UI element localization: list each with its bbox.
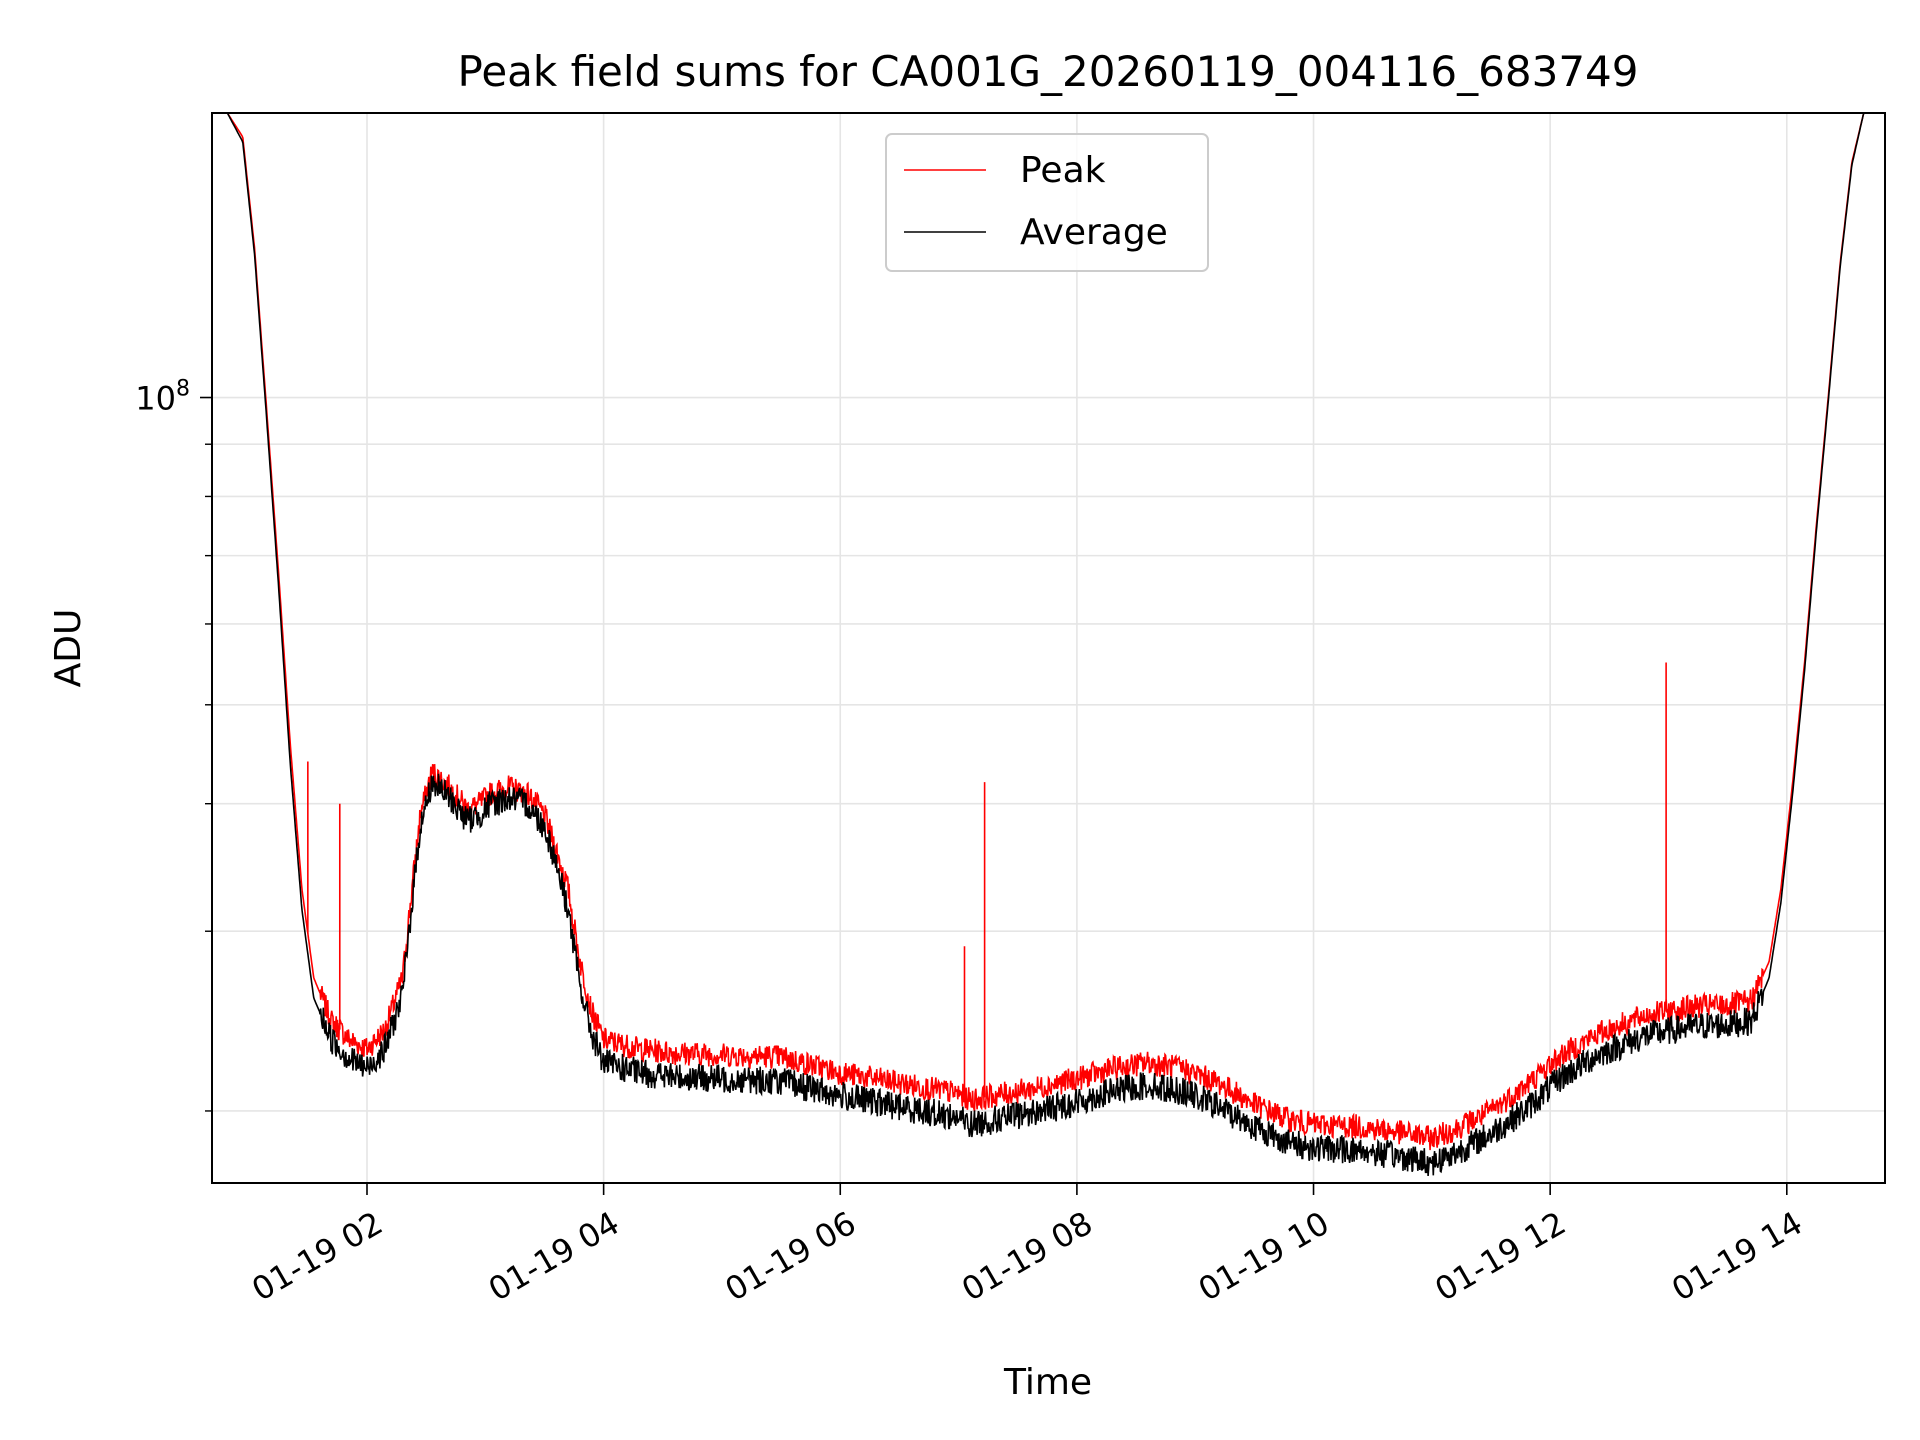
legend-peak-label: Peak [1020, 150, 1106, 191]
x-axis-label: Time [1003, 1362, 1092, 1403]
y-tick-label: 108 [135, 377, 190, 418]
grid [212, 113, 1885, 1183]
y-axis-label: ADU [48, 609, 89, 688]
plot-series [212, 113, 1885, 1177]
plot-frame [211, 112, 1886, 1184]
chart-title: Peak field sums for CA001G_20260119_0041… [457, 47, 1638, 96]
series-average [212, 113, 1885, 1177]
average-line [212, 113, 1885, 1177]
legend: Peak Average [885, 133, 1209, 272]
legend-box [885, 133, 1209, 272]
y-tick-label-exponent: 8 [176, 377, 190, 402]
y-tick-label-base: 10 [135, 380, 176, 418]
legend-average-label: Average [1020, 212, 1168, 253]
